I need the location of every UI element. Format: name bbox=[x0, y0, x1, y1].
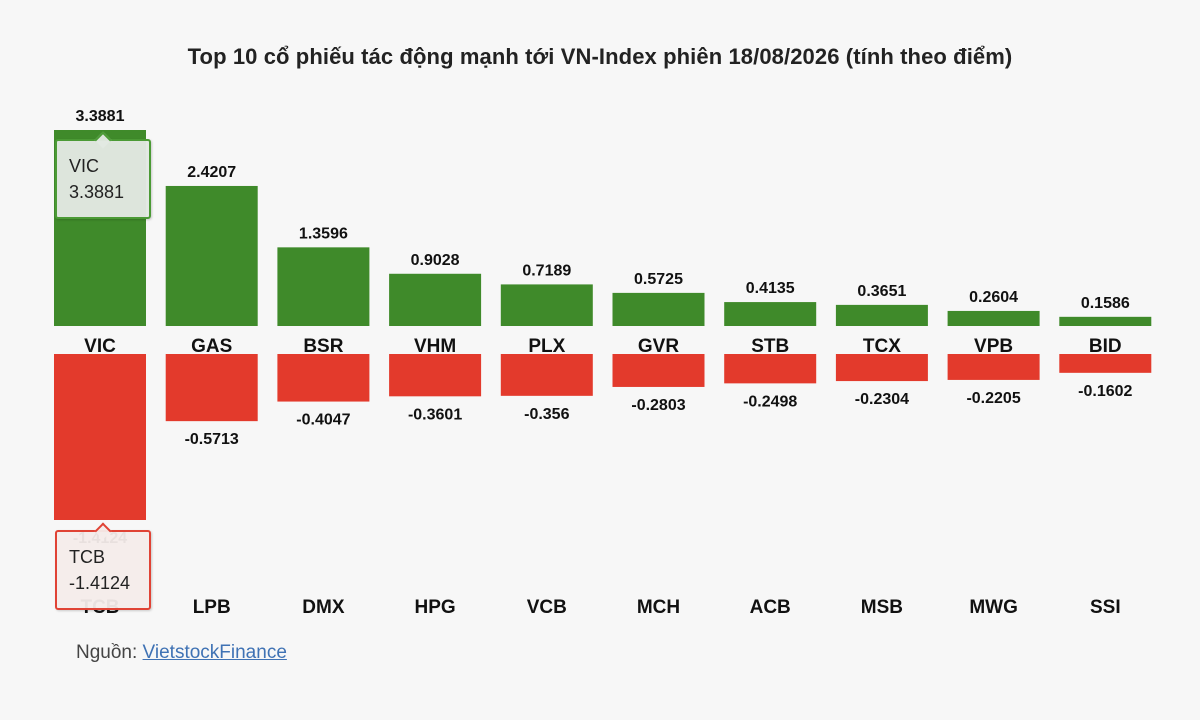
tooltip-positive: VIC 3.3881 bbox=[55, 131, 151, 219]
data-label-lpb: -0.5713 bbox=[185, 431, 239, 448]
bar-tcb[interactable] bbox=[54, 354, 146, 520]
category-label-bid: BID bbox=[1089, 336, 1122, 357]
bar-gas[interactable] bbox=[165, 185, 258, 326]
tooltip-negative-name: TCB bbox=[69, 547, 105, 567]
bar-plx[interactable] bbox=[500, 284, 593, 326]
category-label-mch: MCH bbox=[637, 597, 680, 618]
positive-impact-bars: 3.3881 VIC 2.4207 GAS 1.3596 BSR 0.9028 VHM 0.71… bbox=[54, 108, 1152, 357]
category-label-tcx: TCX bbox=[863, 336, 901, 357]
bar-mwg[interactable] bbox=[947, 354, 1040, 380]
category-label-stb: STB bbox=[751, 336, 789, 357]
data-label-bsr: 1.3596 bbox=[299, 225, 348, 242]
bar-vcb[interactable] bbox=[500, 354, 593, 396]
category-label-acb: ACB bbox=[750, 597, 791, 618]
negative-impact-bars: -1.4124 TCB -0.5713 LPB -0.4047 DMX -0.3601 HPG… bbox=[54, 354, 1152, 618]
bar-bsr[interactable] bbox=[277, 247, 370, 326]
tooltip-positive-value: 3.3881 bbox=[69, 182, 125, 202]
tooltip-positive-name: VIC bbox=[69, 156, 100, 176]
data-label-vic: 3.3881 bbox=[76, 108, 125, 125]
category-label-vhm: VHM bbox=[414, 336, 456, 357]
data-label-mch: -0.2803 bbox=[631, 397, 685, 414]
category-label-vcb: VCB bbox=[527, 597, 567, 618]
bar-vhm[interactable] bbox=[389, 273, 482, 326]
category-label-hpg: HPG bbox=[415, 597, 456, 618]
data-label-plx: 0.7189 bbox=[522, 262, 571, 279]
category-label-bsr: BSR bbox=[303, 336, 343, 357]
category-label-mwg: MWG bbox=[969, 597, 1018, 618]
bar-acb[interactable] bbox=[724, 354, 817, 384]
category-label-dmx: DMX bbox=[302, 597, 345, 618]
bar-dmx[interactable] bbox=[277, 354, 370, 402]
data-label-ssi: -0.1602 bbox=[1078, 383, 1132, 400]
category-label-gvr: GVR bbox=[638, 336, 679, 357]
tooltip-negative: TCB -1.4124 bbox=[55, 522, 151, 610]
source-link[interactable]: VietstockFinance bbox=[142, 642, 287, 663]
bar-bid[interactable] bbox=[1059, 316, 1152, 326]
bar-hpg[interactable] bbox=[389, 354, 482, 397]
bar-msb[interactable] bbox=[835, 354, 928, 382]
category-label-msb: MSB bbox=[861, 597, 903, 618]
data-label-gas: 2.4207 bbox=[187, 164, 236, 181]
category-label-gas: GAS bbox=[191, 336, 232, 357]
data-label-vhm: 0.9028 bbox=[411, 252, 460, 269]
bar-ssi[interactable] bbox=[1059, 354, 1152, 373]
category-label-vic: VIC bbox=[84, 336, 116, 357]
data-label-mwg: -0.2205 bbox=[966, 390, 1020, 407]
data-label-tcx: 0.3651 bbox=[857, 283, 906, 300]
bar-stb[interactable] bbox=[724, 302, 817, 326]
bar-vpb[interactable] bbox=[947, 310, 1040, 326]
bar-tcx[interactable] bbox=[835, 304, 928, 326]
source-prefix: Nguồn: bbox=[76, 642, 143, 663]
category-label-vpb: VPB bbox=[974, 336, 1013, 357]
data-label-gvr: 0.5725 bbox=[634, 271, 683, 288]
source-note: Nguồn: VietstockFinance bbox=[76, 642, 287, 664]
bar-lpb[interactable] bbox=[165, 354, 258, 422]
data-label-hpg: -0.3601 bbox=[408, 406, 462, 423]
chart-title: Top 10 cổ phiếu tác động mạnh tới VN-Ind… bbox=[187, 44, 1013, 69]
data-label-vpb: 0.2604 bbox=[969, 289, 1018, 306]
category-label-plx: PLX bbox=[528, 336, 565, 357]
data-label-bid: 0.1586 bbox=[1081, 295, 1130, 312]
category-label-lpb: LPB bbox=[193, 597, 231, 618]
data-label-msb: -0.2304 bbox=[855, 391, 909, 408]
data-label-vcb: -0.356 bbox=[524, 406, 569, 423]
data-label-acb: -0.2498 bbox=[743, 393, 797, 410]
data-label-dmx: -0.4047 bbox=[296, 412, 350, 429]
bar-mch[interactable] bbox=[612, 354, 705, 387]
bar-gvr[interactable] bbox=[612, 292, 705, 326]
tooltip-negative-value: -1.4124 bbox=[69, 573, 131, 593]
data-label-stb: 0.4135 bbox=[746, 280, 795, 297]
category-label-ssi: SSI bbox=[1090, 597, 1121, 618]
